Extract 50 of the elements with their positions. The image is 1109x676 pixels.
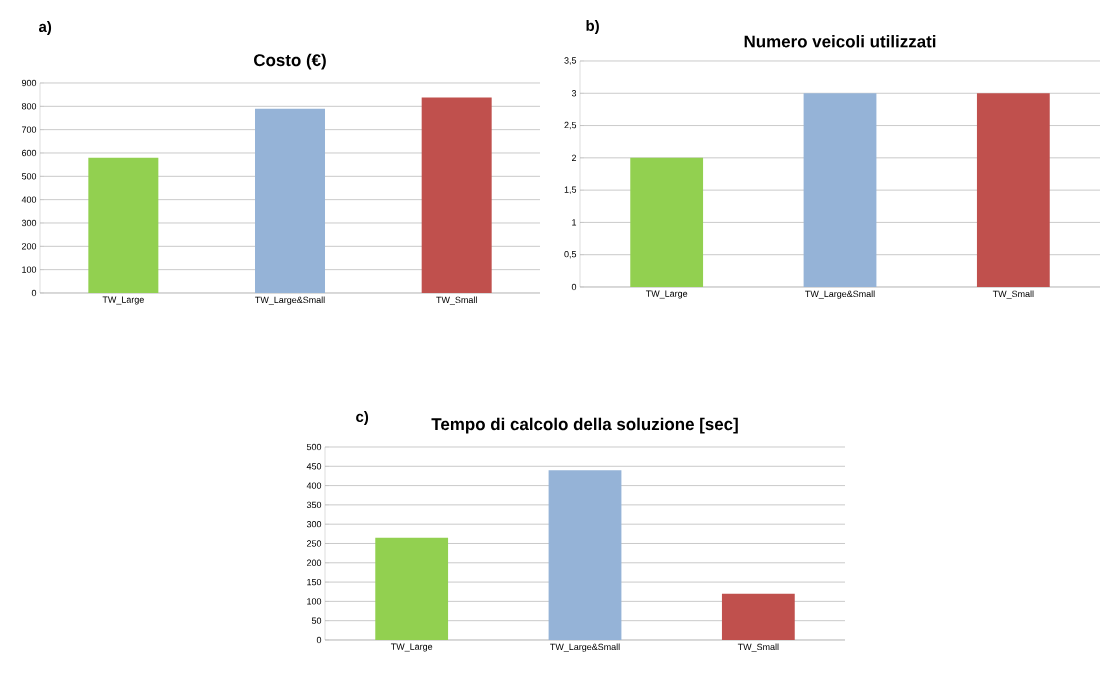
bar [255,108,326,293]
x-tick-label: TW_Small [436,296,477,305]
y-tick-label: 600 [21,149,37,157]
x-tick-label: TW_Large&Small [805,290,875,299]
x-tick-label: TW_Small [737,643,779,652]
y-tick-label: 900 [21,79,37,87]
chart-title: Tempo di calcolo della soluzione [sec] [431,417,738,434]
y-tick-label: 0 [571,283,577,291]
text: b) [586,20,599,34]
x-tick-label: TW_Large&Small [550,643,620,652]
bar [88,157,159,293]
y-tick-label: 250 [306,540,322,547]
y-tick-label: 500 [21,173,37,180]
x-tick-label: TW_Large [102,296,144,305]
y-tick-label: 0 [31,289,37,297]
y-tick-label: 400 [21,196,37,203]
bar [721,593,795,640]
x-tick-label: TW_Large&Small [255,296,325,305]
text: a) [38,21,52,35]
text: c) [356,411,369,425]
chart-title: Numero veicoli utilizzati [744,35,936,48]
y-tick-label: 350 [306,501,322,509]
y-tick-label: 400 [306,482,322,489]
y-tick-label: 50 [311,617,322,624]
y-tick-label: 100 [307,598,322,605]
y-tick-label: 500 [306,443,322,451]
x-tick-label: TW_Large [645,290,688,299]
x-tick-label: TW_Small [992,290,1034,299]
bar [375,537,449,640]
x-tick-label: TW_Large [390,643,433,652]
y-tick-label: 450 [306,463,322,470]
y-tick-label: 2,5 [564,121,577,130]
y-tick-label: 300 [306,521,322,528]
chart-title: Costo (€) [254,53,326,70]
y-tick-label: 200 [306,559,322,566]
y-tick-label: 3,5 [564,57,577,65]
bar [421,97,492,293]
y-tick-label: 200 [21,243,37,250]
y-tick-label: 300 [21,219,37,227]
y-tick-label: 800 [21,103,37,110]
y-tick-label: 1 [572,219,577,226]
y-tick-label: 2 [571,154,577,161]
y-tick-label: 0 [316,636,322,644]
y-tick-label: 1,5 [564,186,577,194]
y-tick-label: 700 [21,126,37,133]
y-tick-label: 3 [571,90,577,97]
y-tick-label: 0,5 [564,250,577,259]
y-tick-label: 100 [22,266,37,273]
y-tick-label: 150 [307,578,322,586]
bar [548,470,622,640]
